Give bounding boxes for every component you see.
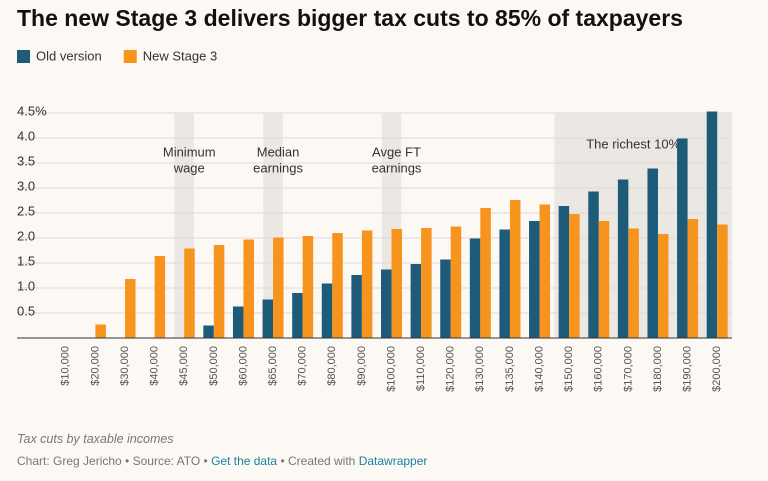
- y-tick-label: 2.5: [17, 203, 35, 218]
- bar: [647, 168, 658, 338]
- bar: [717, 224, 728, 338]
- bar: [203, 325, 214, 338]
- bar: [440, 259, 451, 338]
- data-link[interactable]: Get the data: [211, 454, 278, 468]
- x-tick-label: $10,000: [60, 346, 72, 386]
- y-tick-label: 1.5: [17, 253, 35, 268]
- x-tick-label: $170,000: [622, 346, 634, 392]
- x-tick-label: $150,000: [563, 346, 575, 392]
- bar: [154, 256, 166, 338]
- highlight-band: [554, 113, 732, 338]
- annotation: Minimum: [163, 144, 216, 159]
- bar: [558, 206, 570, 338]
- bar: [302, 236, 314, 338]
- description: Tax cuts by taxable incomes: [17, 432, 174, 446]
- annotation: earnings: [253, 160, 303, 175]
- bar: [529, 221, 540, 338]
- bar: [351, 275, 362, 338]
- credit-text: Chart: Greg Jericho: [17, 454, 122, 468]
- x-tick-label: $100,000: [385, 346, 397, 392]
- y-tick-label: 3.5: [17, 153, 35, 168]
- bar: [262, 299, 274, 338]
- x-tick-label: $60,000: [237, 346, 249, 386]
- bar: [292, 293, 303, 338]
- x-tick-label: $30,000: [119, 346, 131, 386]
- credit-text: Source: ATO: [132, 454, 201, 468]
- bar: [381, 269, 392, 338]
- x-tick-label: $160,000: [593, 346, 605, 392]
- y-tick-label: 3.0: [17, 178, 35, 193]
- bar: [469, 238, 481, 338]
- credit: Chart: Greg Jericho • Source: ATO • Get …: [17, 454, 428, 468]
- bar: [509, 200, 521, 338]
- x-tick-label: $20,000: [89, 346, 101, 386]
- bar: [332, 233, 343, 338]
- bar: [450, 226, 462, 338]
- credit-text: Created with: [287, 454, 356, 468]
- x-tick-label: $80,000: [326, 346, 338, 386]
- bar: [687, 219, 699, 338]
- bar: [321, 283, 333, 338]
- bar: [213, 245, 225, 338]
- legend-swatch: [17, 50, 30, 63]
- y-tick-label: 4.5%: [17, 103, 47, 118]
- x-tick-label: $45,000: [178, 346, 190, 386]
- bar: [657, 234, 669, 338]
- chart-title: The new Stage 3 delivers bigger tax cuts…: [17, 5, 683, 31]
- bar: [410, 264, 422, 338]
- bar: [617, 179, 629, 338]
- legend-label: Old version: [36, 48, 102, 63]
- bar: [184, 248, 195, 338]
- x-tick-label: $40,000: [149, 346, 161, 386]
- x-tick-label: $110,000: [415, 346, 427, 391]
- bar: [125, 279, 136, 338]
- annotation: earnings: [372, 160, 422, 175]
- bar: [499, 229, 510, 338]
- bar: [588, 191, 599, 338]
- bar: [598, 221, 610, 338]
- x-tick-label: $130,000: [474, 346, 486, 392]
- bar: [677, 138, 688, 338]
- x-tick-label: $200,000: [711, 346, 723, 392]
- y-tick-label: 1.0: [17, 278, 35, 293]
- x-tick-label: $135,000: [504, 346, 516, 392]
- x-tick-label: $90,000: [356, 346, 368, 386]
- y-tick-label: 2.0: [17, 228, 35, 243]
- y-tick-label: 0.5: [17, 303, 35, 318]
- x-tick-label: $50,000: [208, 346, 220, 386]
- x-tick-label: $70,000: [297, 346, 309, 386]
- x-tick-label: $120,000: [445, 346, 457, 392]
- y-tick-label: 4.0: [17, 128, 35, 143]
- bar: [706, 111, 718, 338]
- annotation: Median: [257, 144, 300, 159]
- legend-swatch: [123, 50, 137, 63]
- bar: [361, 230, 373, 338]
- x-tick-label: $190,000: [681, 346, 693, 392]
- x-tick-label: $65,000: [267, 346, 279, 386]
- bar: [273, 237, 284, 338]
- annotation: The richest 10%: [586, 136, 680, 151]
- bar: [391, 229, 402, 338]
- datawrapper-link[interactable]: Datawrapper: [358, 454, 428, 468]
- bar: [539, 204, 551, 338]
- bar: [421, 228, 432, 338]
- bar: [569, 214, 580, 338]
- annotation: Avge FT: [372, 144, 421, 159]
- bar: [243, 239, 254, 338]
- x-tick-label: $180,000: [652, 346, 664, 392]
- annotation: wage: [173, 160, 205, 175]
- bar: [628, 228, 639, 338]
- bar: [232, 306, 244, 338]
- chart: The new Stage 3 delivers bigger tax cuts…: [17, 5, 732, 392]
- bar: [95, 324, 106, 338]
- legend-label: New Stage 3: [143, 48, 217, 63]
- x-tick-label: $140,000: [533, 346, 545, 392]
- bar: [480, 208, 491, 338]
